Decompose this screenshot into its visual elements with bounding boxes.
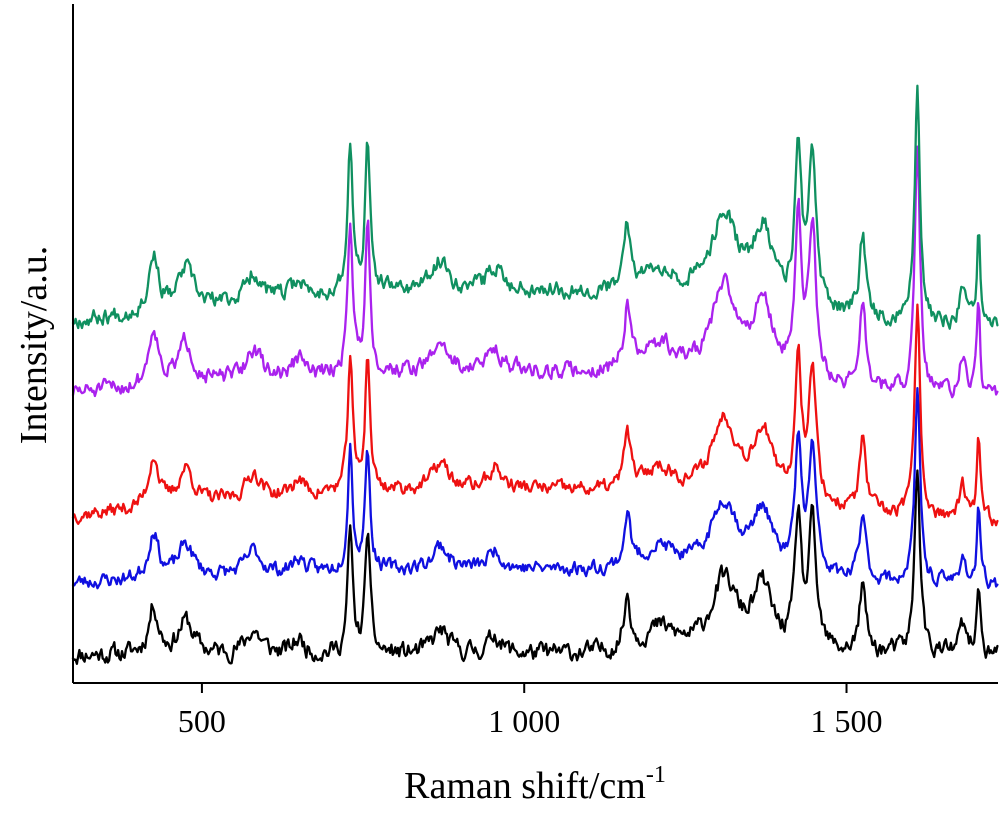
spectrum-line-1 [71, 387, 999, 590]
spectrum-line-2 [71, 303, 999, 527]
series-group [71, 84, 999, 665]
y-axis-title: Intensity/a.u. [13, 246, 55, 444]
x-tick-label-2: 1 500 [811, 703, 883, 739]
x-axis-title: Raman shift/cm-1 [404, 762, 666, 807]
spectrum-line-4 [71, 84, 999, 330]
x-axis-title-superscript: -1 [646, 762, 666, 788]
x-tick-label-0: 500 [178, 703, 226, 739]
spectrum-line-3 [71, 145, 999, 399]
x-tick-group: 500 1 000 1 500 [178, 683, 883, 739]
x-tick-label-1: 1 000 [488, 703, 560, 739]
x-axis-title-text: Raman shift/cm [404, 765, 646, 807]
spectrum-line-0 [71, 469, 999, 665]
